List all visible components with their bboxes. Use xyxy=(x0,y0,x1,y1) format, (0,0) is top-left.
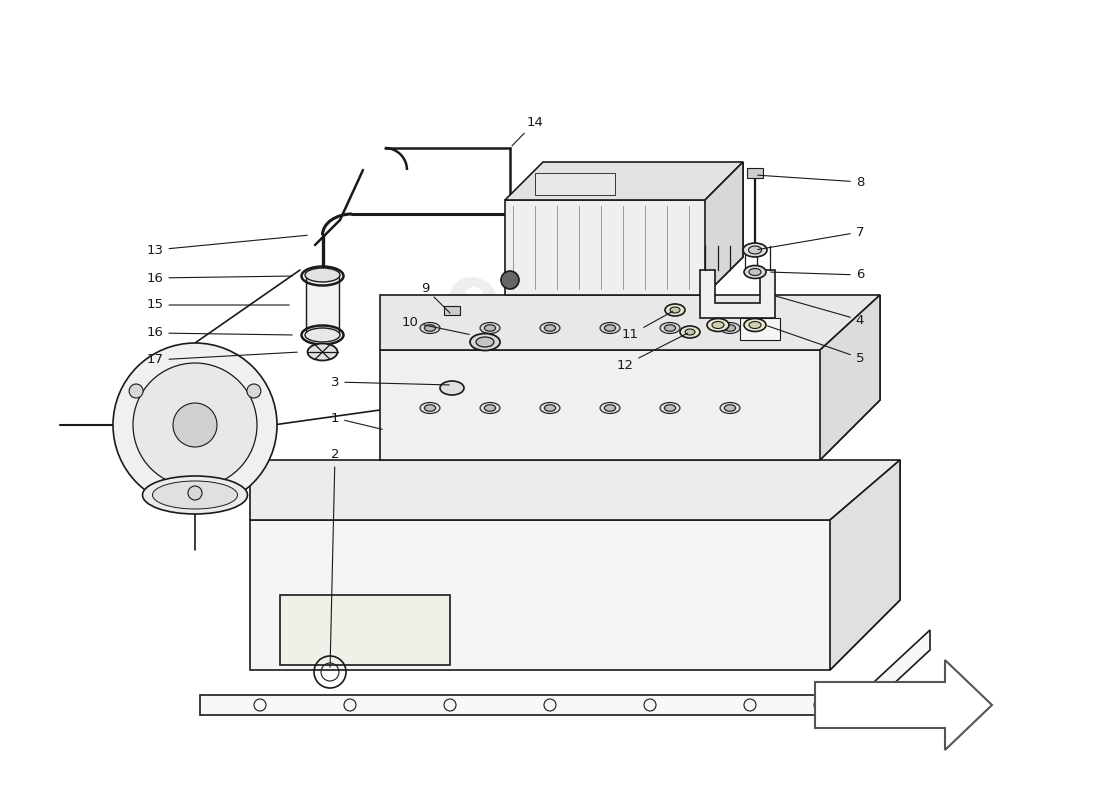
Ellipse shape xyxy=(720,322,740,334)
Ellipse shape xyxy=(605,405,616,411)
Ellipse shape xyxy=(420,322,440,334)
Ellipse shape xyxy=(680,326,700,338)
Ellipse shape xyxy=(664,405,675,411)
Text: 4: 4 xyxy=(774,296,865,326)
Text: europes: europes xyxy=(433,256,806,444)
Ellipse shape xyxy=(540,322,560,334)
Circle shape xyxy=(500,271,519,289)
Text: 12: 12 xyxy=(616,334,688,371)
Ellipse shape xyxy=(685,329,695,335)
Polygon shape xyxy=(200,630,930,715)
Text: 10: 10 xyxy=(402,315,470,334)
Ellipse shape xyxy=(605,325,616,331)
Text: 3: 3 xyxy=(331,375,449,389)
Ellipse shape xyxy=(153,481,238,509)
Ellipse shape xyxy=(544,405,556,411)
Ellipse shape xyxy=(600,322,620,334)
Ellipse shape xyxy=(440,381,464,395)
Ellipse shape xyxy=(484,325,495,331)
Circle shape xyxy=(188,486,202,500)
Text: 17: 17 xyxy=(146,352,297,366)
Ellipse shape xyxy=(720,402,740,414)
Ellipse shape xyxy=(425,405,436,411)
Polygon shape xyxy=(379,295,880,460)
Circle shape xyxy=(113,343,277,507)
Text: 14: 14 xyxy=(512,115,543,146)
Bar xyxy=(306,275,339,335)
Ellipse shape xyxy=(476,337,494,347)
Text: 16: 16 xyxy=(146,271,293,285)
Ellipse shape xyxy=(666,304,685,316)
Polygon shape xyxy=(505,162,742,200)
Ellipse shape xyxy=(305,268,340,282)
Polygon shape xyxy=(820,295,880,460)
Ellipse shape xyxy=(305,328,340,342)
Ellipse shape xyxy=(742,243,767,257)
Ellipse shape xyxy=(707,318,729,331)
Polygon shape xyxy=(740,318,780,340)
Polygon shape xyxy=(700,270,776,318)
Text: 7: 7 xyxy=(758,226,865,250)
Text: 2: 2 xyxy=(330,449,339,667)
Ellipse shape xyxy=(664,325,675,331)
Polygon shape xyxy=(379,295,880,350)
Text: 11: 11 xyxy=(621,311,672,342)
Ellipse shape xyxy=(725,405,736,411)
Ellipse shape xyxy=(484,405,495,411)
Ellipse shape xyxy=(749,322,761,329)
Text: 8: 8 xyxy=(758,175,865,189)
Text: 5: 5 xyxy=(768,326,865,365)
Ellipse shape xyxy=(660,322,680,334)
Text: 16: 16 xyxy=(146,326,293,339)
Ellipse shape xyxy=(308,343,338,361)
Ellipse shape xyxy=(480,402,501,414)
Bar xyxy=(535,173,615,195)
Text: 9: 9 xyxy=(421,282,450,313)
Ellipse shape xyxy=(143,476,248,514)
Ellipse shape xyxy=(748,246,761,254)
Ellipse shape xyxy=(744,266,766,278)
Ellipse shape xyxy=(470,334,500,350)
Circle shape xyxy=(246,384,261,398)
Bar xyxy=(747,168,763,178)
Polygon shape xyxy=(280,595,450,665)
Ellipse shape xyxy=(540,402,560,414)
Text: 6: 6 xyxy=(771,269,865,282)
Polygon shape xyxy=(250,460,900,670)
Ellipse shape xyxy=(749,269,761,275)
Ellipse shape xyxy=(480,322,501,334)
Ellipse shape xyxy=(425,325,436,331)
Text: a passion since 1985: a passion since 1985 xyxy=(390,416,710,544)
Bar xyxy=(444,306,460,315)
Circle shape xyxy=(129,384,143,398)
Ellipse shape xyxy=(670,307,680,313)
Polygon shape xyxy=(505,162,742,295)
Ellipse shape xyxy=(712,322,724,329)
Polygon shape xyxy=(815,660,992,750)
Ellipse shape xyxy=(744,318,766,331)
Ellipse shape xyxy=(725,325,736,331)
Polygon shape xyxy=(830,460,900,670)
Ellipse shape xyxy=(544,325,556,331)
Circle shape xyxy=(133,363,257,487)
Ellipse shape xyxy=(420,402,440,414)
Polygon shape xyxy=(250,460,900,520)
Ellipse shape xyxy=(600,402,620,414)
Text: 13: 13 xyxy=(146,235,307,257)
Polygon shape xyxy=(705,162,742,295)
Ellipse shape xyxy=(660,402,680,414)
Text: 15: 15 xyxy=(146,298,289,311)
Circle shape xyxy=(173,403,217,447)
Text: 1: 1 xyxy=(331,411,383,430)
